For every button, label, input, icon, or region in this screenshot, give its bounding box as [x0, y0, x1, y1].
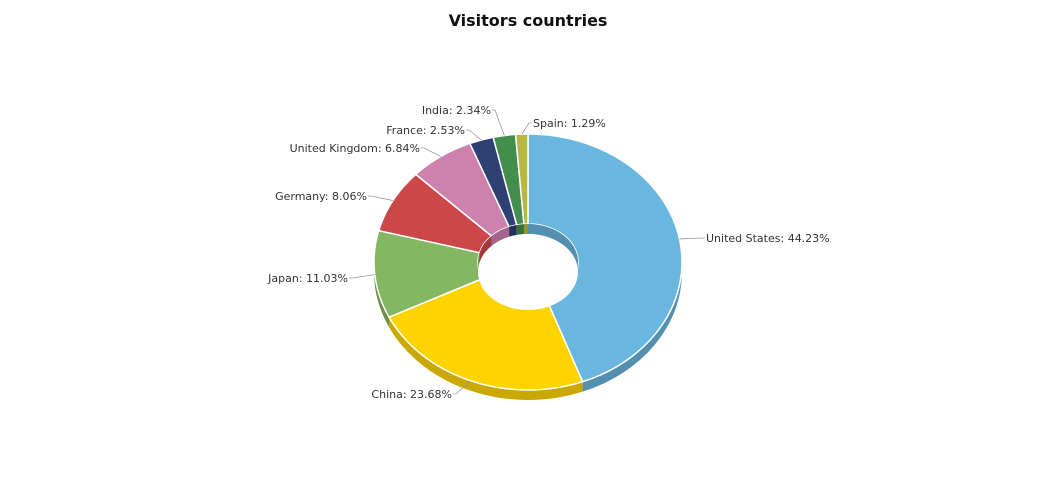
donut-hole: [478, 234, 578, 310]
leader-line-united-states: [679, 237, 705, 240]
side-wall-china: [389, 317, 583, 400]
label-united-states: United States: 44.23%: [706, 232, 830, 245]
donut-slices: [373, 133, 683, 391]
label-china: China: 23.68%: [371, 388, 452, 401]
hole-wall-france: [509, 224, 517, 237]
donut-hole-walls: [478, 224, 578, 272]
hole-wall-united-states: [528, 224, 578, 272]
leader-line-india: [492, 109, 505, 136]
leader-line-china: [453, 380, 471, 395]
leader-line-united-kingdom: [421, 147, 441, 157]
label-france: France: 2.53%: [386, 124, 465, 137]
leader-line-germany: [368, 195, 393, 201]
label-india: India: 2.34%: [422, 104, 491, 117]
label-spain: Spain: 1.29%: [533, 117, 606, 130]
hole-wall-united-kingdom: [491, 226, 510, 246]
label-germany: Germany: 8.06%: [275, 190, 367, 203]
leader-line-spain: [521, 122, 532, 135]
label-united-kingdom: United Kingdom: 6.84%: [290, 142, 420, 155]
chart-title: Visitors countries: [448, 11, 608, 30]
leader-line-japan: [349, 274, 375, 279]
hole-wall-germany: [479, 235, 492, 263]
slice-labels: United States: 44.23% China: 23.68% Japan:…: [267, 104, 829, 401]
leader-line-france: [466, 129, 482, 141]
hole-wall-japan: [478, 252, 480, 272]
hole-wall-india: [516, 224, 524, 235]
hole-wall-spain: [523, 224, 528, 235]
label-japan: Japan: 11.03%: [267, 272, 348, 285]
